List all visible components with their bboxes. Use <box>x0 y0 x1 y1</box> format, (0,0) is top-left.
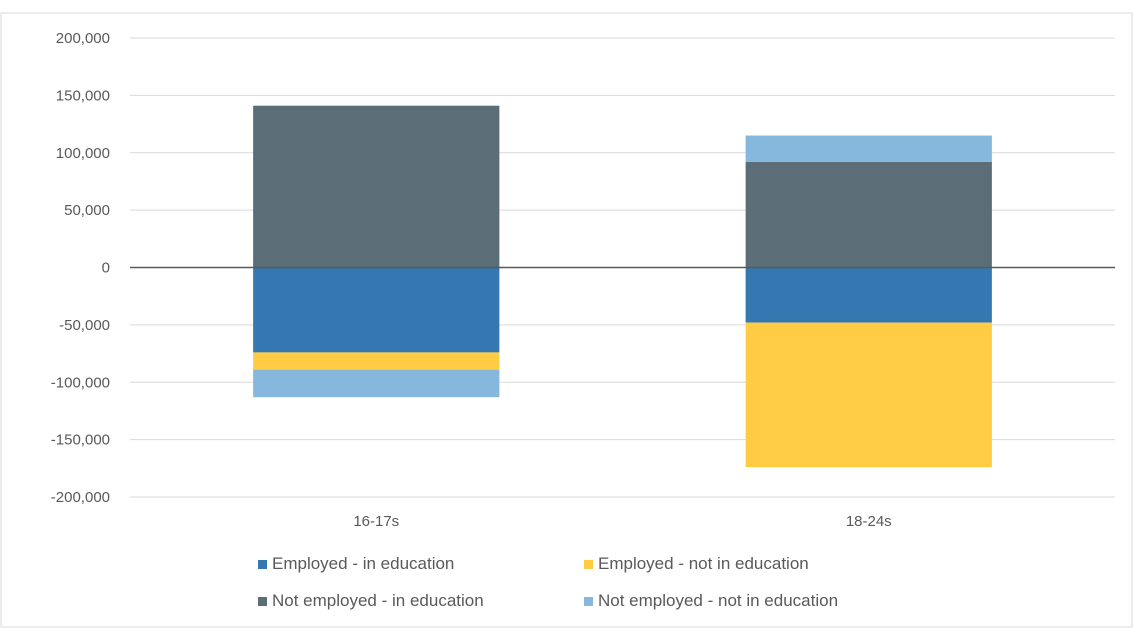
x-axis-tick-labels: 16-17s 18-24s <box>353 513 891 530</box>
legend-item: Employed - not in education <box>584 554 809 573</box>
bar-segment <box>253 352 500 370</box>
legend-item: Employed - in education <box>258 554 454 573</box>
legend-label: Employed - not in education <box>598 554 809 573</box>
y-tick-label: -50,000 <box>59 317 110 334</box>
x-category-label: 18-24s <box>846 513 892 530</box>
y-tick-label: 200,000 <box>56 30 110 47</box>
y-tick-label: -200,000 <box>51 489 110 506</box>
legend-swatch <box>584 560 593 569</box>
y-tick-label: -150,000 <box>51 432 110 449</box>
y-tick-label: 0 <box>102 260 110 277</box>
bar-segment <box>253 267 500 353</box>
y-tick-label: 150,000 <box>56 87 110 104</box>
bar-segment <box>745 322 992 468</box>
bars <box>253 105 992 468</box>
y-tick-label: -100,000 <box>51 374 110 391</box>
legend: Employed - in education Employed - not in… <box>258 554 838 610</box>
legend-label: Not employed - not in education <box>598 591 838 610</box>
legend-swatch <box>258 560 267 569</box>
y-tick-label: 100,000 <box>56 145 110 162</box>
bar-segment <box>745 161 992 268</box>
x-category-label: 16-17s <box>353 513 399 530</box>
legend-label: Not employed - in education <box>272 591 484 610</box>
legend-swatch <box>258 597 267 606</box>
bar-segment <box>745 135 992 162</box>
y-tick-label: 50,000 <box>64 202 110 219</box>
legend-item: Not employed - not in education <box>584 591 838 610</box>
legend-item: Not employed - in education <box>258 591 484 610</box>
legend-swatch <box>584 597 593 606</box>
bar-segment <box>253 105 500 268</box>
bar-segment <box>253 369 500 398</box>
legend-label: Employed - in education <box>272 554 454 573</box>
bar-segment <box>745 267 992 323</box>
y-axis-tick-labels: 200,000 150,000 100,000 50,000 0 -50,000 -100,… <box>51 30 110 506</box>
